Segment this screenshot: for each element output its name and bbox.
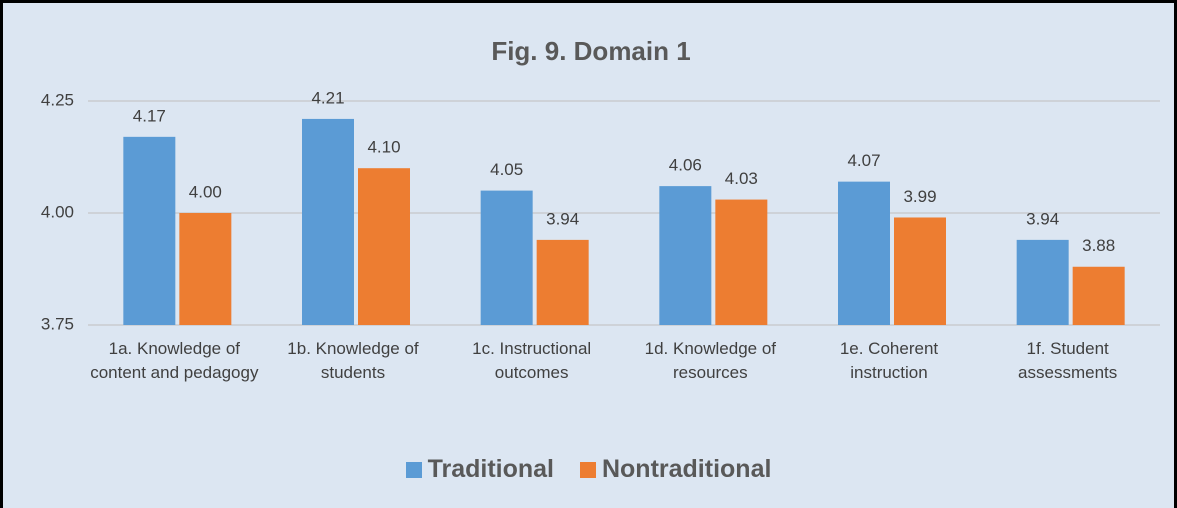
data-label: 4.10 — [367, 138, 400, 157]
data-label: 4.21 — [311, 88, 344, 107]
y-tick-label: 4.00 — [41, 202, 74, 221]
y-tick-label: 3.75 — [41, 314, 74, 333]
bar — [1072, 266, 1125, 325]
bar — [179, 213, 232, 325]
bar — [659, 186, 712, 325]
legend-swatch — [405, 461, 422, 478]
data-label: 3.99 — [903, 187, 936, 206]
x-tick-label: 1e. Coherent instruction — [839, 339, 939, 382]
x-tick-label: 1f. Student assessments — [1018, 339, 1118, 382]
legend-label: Nontraditional — [601, 455, 772, 483]
data-label: 4.05 — [490, 160, 523, 179]
bar — [715, 199, 768, 325]
legend-item: Nontraditional — [579, 455, 772, 484]
bar — [480, 190, 533, 325]
bar — [1016, 239, 1069, 325]
legend-item: Traditional — [405, 455, 554, 484]
data-label: 4.00 — [189, 182, 222, 201]
y-tick-label: 4.25 — [41, 90, 74, 109]
bar — [123, 136, 176, 325]
bar — [302, 118, 354, 325]
legend-swatch — [579, 461, 596, 478]
x-tick-label: 1b. Knowledge of students — [287, 339, 419, 382]
chart: Fig. 9. Domain 1 4.25 4.00 3.75 4.17 4.00 4.2… — [41, 36, 1160, 333]
data-label: 4.06 — [669, 156, 702, 175]
legend: Traditional Nontraditional — [3, 455, 1174, 484]
data-label: 4.07 — [847, 151, 880, 170]
x-tick-label: 1a. Knowledge of content and pedagogy — [90, 339, 259, 382]
bar — [358, 168, 410, 325]
data-label: 3.94 — [546, 209, 579, 228]
bar — [536, 239, 589, 325]
legend-label: Traditional — [427, 455, 554, 483]
data-label: 4.17 — [133, 106, 166, 125]
bar — [894, 217, 946, 325]
data-label: 4.03 — [725, 169, 758, 188]
x-tick-label: 1d. Knowledge of resources — [644, 339, 777, 382]
data-label: 3.88 — [1082, 236, 1115, 255]
x-tick-label: 1c. Instructional outcomes — [472, 339, 592, 382]
bar — [838, 181, 890, 325]
chart-title: Fig. 9. Domain 1 — [491, 36, 690, 66]
data-label: 3.94 — [1026, 209, 1059, 228]
